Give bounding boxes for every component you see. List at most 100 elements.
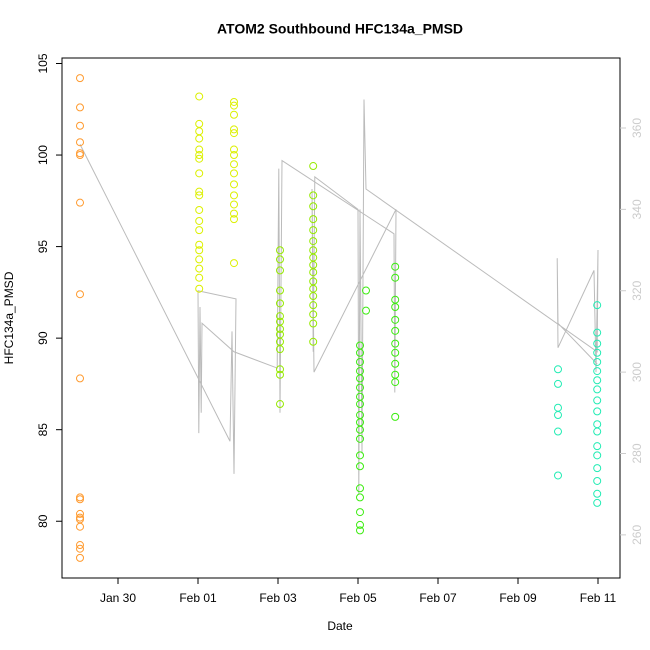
point: [230, 129, 238, 138]
x-tick-label: Feb 09: [499, 591, 537, 605]
point: [230, 191, 238, 200]
point: [276, 312, 284, 321]
point: [391, 378, 400, 387]
y-tick-label: 105: [36, 53, 50, 73]
point: [554, 379, 562, 388]
point: [276, 324, 284, 333]
point: [230, 169, 238, 178]
point: [391, 326, 400, 335]
y2-tick-label: 280: [630, 443, 644, 463]
point: [356, 383, 364, 392]
y2-tick-label: 300: [630, 362, 644, 382]
point: [309, 310, 318, 319]
point: [276, 345, 284, 354]
point: [356, 508, 364, 517]
point: [356, 400, 364, 409]
point: [76, 541, 84, 550]
point: [76, 509, 84, 518]
point: [195, 145, 204, 154]
point: [230, 110, 238, 119]
point: [195, 191, 204, 200]
point: [276, 266, 284, 275]
point: [356, 434, 364, 443]
point: [309, 337, 318, 346]
point: [76, 138, 84, 147]
point: [309, 319, 318, 328]
point: [356, 520, 364, 529]
point: [276, 365, 284, 374]
point: [593, 301, 602, 310]
point: [276, 299, 284, 308]
y2-tick-label: 320: [630, 280, 644, 300]
point: [309, 191, 318, 200]
point: [593, 498, 602, 507]
point: [195, 205, 204, 214]
point: [195, 246, 204, 255]
point: [195, 264, 204, 273]
point: [230, 125, 238, 134]
point: [76, 74, 84, 83]
point: [230, 151, 238, 160]
point: [356, 484, 364, 493]
point: [76, 290, 84, 299]
point: [195, 119, 204, 128]
point: [195, 284, 204, 293]
point: [309, 301, 318, 310]
y-tick-label: 100: [36, 145, 50, 165]
point: [230, 145, 238, 154]
point: [391, 315, 400, 324]
point: [309, 162, 318, 171]
point: [230, 209, 238, 218]
point: [309, 292, 318, 301]
y-tick-label: 80: [36, 514, 50, 528]
point: [309, 237, 318, 246]
point: [356, 357, 364, 366]
point: [76, 495, 84, 504]
point: [276, 255, 284, 264]
point: [195, 134, 204, 143]
point: [356, 374, 364, 383]
point: [195, 169, 204, 178]
point: [554, 411, 562, 420]
point: [554, 403, 562, 412]
x-tick-label: Feb 11: [580, 591, 617, 605]
x-tick-label: Feb 05: [339, 591, 377, 605]
point: [391, 412, 400, 421]
point: [593, 407, 602, 416]
point: [309, 268, 318, 277]
point: [195, 255, 204, 264]
x-tick-label: Feb 07: [419, 591, 457, 605]
x-tick-label: Feb 03: [259, 591, 297, 605]
plot-frame: [61, 57, 621, 579]
point: [593, 396, 602, 405]
point: [356, 425, 364, 434]
point: [76, 198, 84, 207]
point: [593, 328, 602, 337]
point: [593, 489, 602, 498]
point: [276, 370, 284, 379]
point: [554, 471, 562, 480]
point: [391, 359, 400, 368]
y-tick-label: 85: [36, 423, 50, 437]
y-tick-label: 95: [36, 240, 50, 254]
point: [356, 462, 364, 471]
point: [593, 451, 602, 460]
x-tick-label: Jan 30: [100, 591, 136, 605]
point: [76, 544, 84, 553]
point: [195, 154, 204, 163]
x-tick-label: Feb 01: [179, 591, 217, 605]
y-axis-label: HFC134a_PMSD: [2, 271, 16, 364]
point: [356, 493, 364, 502]
point: [230, 200, 238, 209]
point: [230, 160, 238, 169]
point: [276, 246, 284, 255]
point: [76, 103, 84, 112]
point: [593, 442, 602, 451]
point: [309, 246, 318, 255]
point: [593, 376, 602, 385]
y-tick-label: 90: [36, 331, 50, 345]
point: [76, 374, 84, 383]
point: [230, 101, 238, 110]
point: [593, 385, 602, 394]
